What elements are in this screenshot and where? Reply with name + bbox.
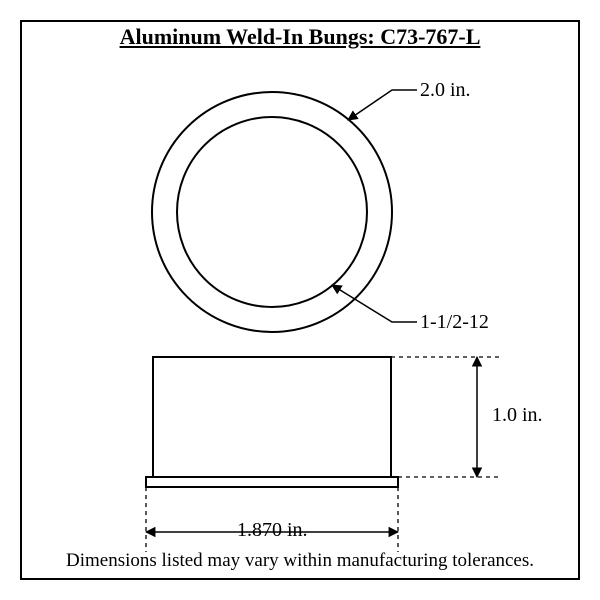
drawing-frame: Aluminum Weld-In Bungs: C73-767-L 2.0 in… <box>20 20 580 580</box>
outer-diameter-label: 2.0 in. <box>420 79 471 102</box>
height-dimension-label: 1.0 in. <box>492 404 543 427</box>
width-dimension-label: 1.870 in. <box>237 519 308 542</box>
technical-drawing <box>22 22 578 578</box>
tolerance-note: Dimensions listed may vary within manufa… <box>22 550 578 572</box>
thread-spec-label: 1-1/2-12 <box>420 311 489 334</box>
